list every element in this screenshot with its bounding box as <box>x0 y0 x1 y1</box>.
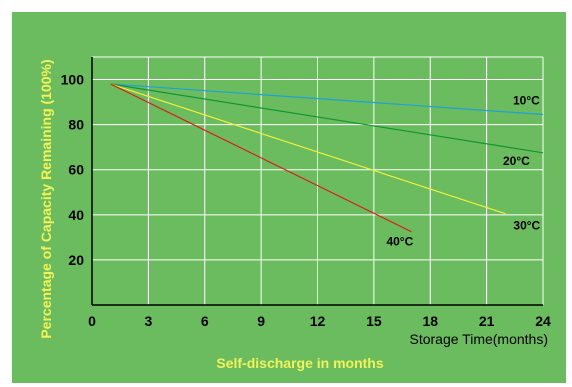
chart-panel <box>12 12 566 383</box>
series-label: 20°C <box>503 154 530 168</box>
x-axis-label: Storage Time(months) <box>410 331 549 347</box>
y-tick-label: 100 <box>61 72 85 88</box>
y-axis-label: Percentage of Capacity Remaining (100%) <box>38 59 54 338</box>
y-tick-label: 20 <box>68 252 84 268</box>
x-tick-label: 6 <box>201 313 209 329</box>
y-tick-label: 60 <box>68 162 84 178</box>
series-label: 40°C <box>386 235 413 249</box>
series-line <box>110 83 412 233</box>
x-tick-label: 12 <box>310 313 326 329</box>
x-tick-label: 15 <box>366 313 382 329</box>
y-tick-label: 40 <box>68 207 84 223</box>
x-tick-label: 18 <box>422 313 438 329</box>
series-labels: 10°C 20°C 30°C 40°C <box>386 93 540 248</box>
x-tick-label: 21 <box>479 313 495 329</box>
series-line <box>110 83 544 116</box>
chart-title: Self-discharge in months <box>216 355 383 371</box>
axes <box>91 57 543 306</box>
x-tick-label: 0 <box>88 313 96 329</box>
y-tick-label: 80 <box>68 117 84 133</box>
series-line <box>110 83 544 154</box>
x-tick-label: 3 <box>144 313 152 329</box>
series-label: 30°C <box>513 219 540 233</box>
series-label: 10°C <box>513 93 540 107</box>
series-line <box>110 83 506 215</box>
x-tick-label: 24 <box>535 313 551 329</box>
series-lines <box>110 83 544 233</box>
x-tick-label: 9 <box>257 313 265 329</box>
x-tick-labels: 0 3 6 9 12 15 18 21 24 <box>88 313 551 329</box>
y-tick-labels: 20 40 60 80 100 <box>61 72 85 268</box>
